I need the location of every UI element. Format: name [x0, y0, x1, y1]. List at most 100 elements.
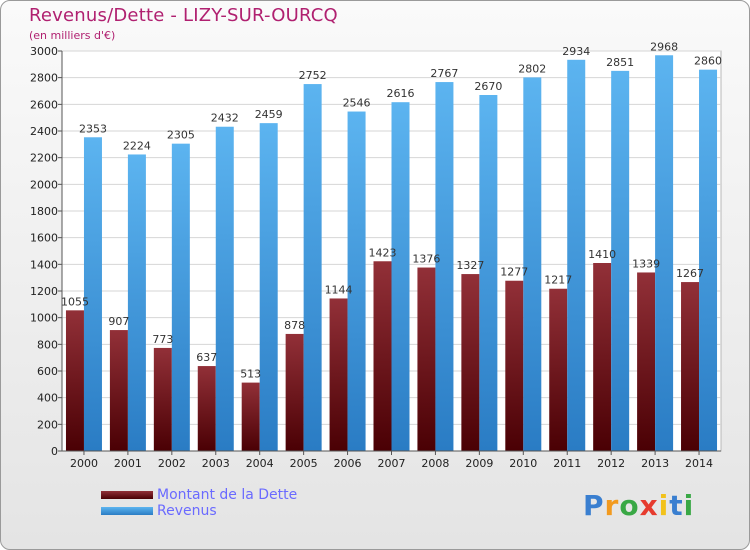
bar-revenue: [259, 123, 278, 451]
bar-revenue: [391, 102, 410, 451]
data-label-revenue: 2353: [79, 122, 107, 135]
y-tick-label: 2800: [30, 72, 58, 85]
x-tick-label: 2000: [70, 457, 98, 470]
x-tick-label: 2005: [290, 457, 318, 470]
y-tick-label: 1400: [30, 258, 58, 271]
chart-legend: Montant de la Dette Revenus: [101, 487, 297, 519]
data-label-debt: 907: [108, 315, 129, 328]
bar-debt: [285, 333, 304, 451]
x-tick-label: 2009: [465, 457, 493, 470]
bar-debt: [593, 263, 612, 451]
y-tick-label: 200: [37, 418, 58, 431]
legend-swatch-debt: [101, 491, 153, 499]
logo-letter: x: [639, 489, 659, 522]
bar-debt: [461, 274, 480, 451]
data-label-debt: 1277: [500, 266, 528, 279]
data-label-revenue: 2752: [299, 69, 327, 82]
legend-label-debt: Montant de la Dette: [157, 487, 298, 503]
y-tick-label: 0: [51, 445, 58, 458]
logo-letter: i: [683, 489, 695, 522]
bar-debt: [681, 282, 700, 451]
data-label-revenue: 2305: [167, 129, 195, 142]
data-label-revenue: 2459: [255, 108, 283, 121]
bar-revenue: [171, 143, 190, 451]
x-tick-label: 2001: [114, 457, 142, 470]
data-label-revenue: 2934: [562, 45, 590, 58]
chart-subtitle: (en milliers d'€): [29, 29, 116, 42]
data-label-debt: 1327: [456, 259, 484, 272]
y-tick-label: 400: [37, 392, 58, 405]
legend-label-revenue: Revenus: [157, 503, 217, 519]
data-label-debt: 637: [196, 351, 217, 364]
data-label-debt: 1423: [369, 246, 397, 259]
bar-debt: [153, 347, 172, 451]
logo-letter: r: [604, 489, 620, 522]
x-tick-label: 2012: [597, 457, 625, 470]
logo-letter: i: [658, 489, 670, 522]
bar-debt: [637, 272, 656, 451]
logo-letter: t: [669, 489, 684, 522]
data-label-revenue: 2432: [211, 112, 239, 125]
logo-letter: o: [619, 489, 640, 522]
x-tick-label: 2013: [641, 457, 669, 470]
bar-revenue: [347, 111, 366, 452]
data-label-debt: 878: [284, 319, 305, 332]
bar-revenue: [83, 137, 102, 451]
y-tick-label: 2000: [30, 178, 58, 191]
bar-revenue: [523, 77, 542, 452]
bar-revenue: [655, 55, 674, 452]
x-tick-label: 2006: [334, 457, 362, 470]
bar-revenue: [567, 59, 586, 452]
x-tick-label: 2002: [158, 457, 186, 470]
data-label-revenue: 2224: [123, 139, 151, 152]
bar-debt: [109, 330, 128, 451]
bar-debt: [241, 382, 260, 451]
y-tick-label: 3000: [30, 45, 58, 58]
data-label-revenue: 2968: [650, 40, 678, 53]
x-tick-label: 2004: [246, 457, 274, 470]
x-tick-label: 2003: [202, 457, 230, 470]
bar-revenue: [127, 154, 146, 451]
data-label-revenue: 2670: [474, 80, 502, 93]
bar-revenue: [435, 82, 454, 452]
data-label-revenue: 2546: [343, 97, 371, 110]
y-tick-label: 1000: [30, 312, 58, 325]
x-tick-label: 2011: [553, 457, 581, 470]
data-label-revenue: 2851: [606, 56, 634, 69]
chart-title: Revenus/Dette - LIZY-SUR-OURCQ: [29, 5, 338, 26]
bar-debt: [505, 280, 524, 451]
proxiti-logo: Proxiti: [583, 489, 694, 522]
x-tick-label: 2010: [509, 457, 537, 470]
bar-revenue: [303, 84, 322, 452]
y-tick-label: 2200: [30, 152, 58, 165]
legend-item-revenue: Revenus: [101, 503, 297, 519]
bar-revenue: [215, 126, 234, 451]
data-label-debt: 773: [152, 333, 173, 346]
data-label-revenue: 2767: [430, 67, 458, 80]
data-label-debt: 1376: [412, 253, 440, 266]
data-label-revenue: 2616: [387, 87, 415, 100]
bar-revenue: [479, 95, 498, 451]
bar-revenue: [699, 69, 718, 452]
data-label-debt: 1217: [544, 274, 572, 287]
data-label-debt: 1267: [676, 267, 704, 280]
legend-swatch-revenue: [101, 507, 153, 515]
data-label-revenue: 2802: [518, 62, 546, 75]
bar-debt: [549, 288, 568, 451]
y-tick-label: 2400: [30, 125, 58, 138]
x-tick-label: 2007: [378, 457, 406, 470]
y-tick-label: 2600: [30, 98, 58, 111]
y-tick-label: 1800: [30, 205, 58, 218]
y-tick-label: 1200: [30, 285, 58, 298]
data-label-debt: 1055: [61, 295, 89, 308]
data-label-debt: 1339: [632, 257, 660, 270]
x-tick-label: 2008: [421, 457, 449, 470]
bar-revenue: [611, 70, 630, 451]
bar-debt: [373, 261, 392, 451]
data-label-debt: 1144: [325, 283, 353, 296]
legend-item-debt: Montant de la Dette: [101, 487, 297, 503]
y-tick-label: 800: [37, 338, 58, 351]
bar-debt: [417, 267, 436, 451]
bar-debt: [65, 310, 84, 451]
